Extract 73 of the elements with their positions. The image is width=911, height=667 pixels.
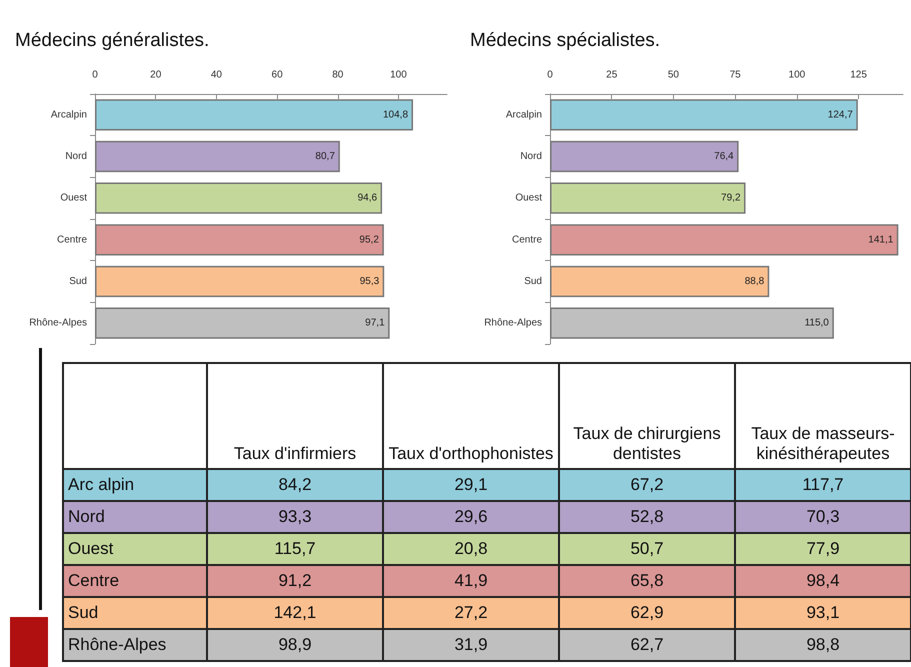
bar (550, 182, 746, 214)
text: 52,8 (630, 507, 664, 526)
y-tick-label: Centre (56, 234, 88, 246)
text: 27,2 (454, 603, 488, 622)
y-tick-label: Rhône-Alpes (29, 318, 87, 329)
x-tick-label: 20 (150, 70, 162, 80)
text: 84,2 (278, 475, 312, 494)
data-label: 97,1 (365, 318, 386, 329)
data-label: 79,2 (721, 192, 741, 204)
x-tick-label: 80 (332, 70, 344, 80)
text: 31,9 (454, 635, 488, 654)
text: 117,7 (802, 475, 844, 494)
y-tick-label: Centre (512, 234, 542, 246)
text: 93,1 (806, 603, 840, 622)
x-tick-label: 125 (850, 70, 868, 80)
x-tick-label: 50 (668, 70, 680, 80)
text: 29,1 (454, 475, 488, 494)
data-label: 104,8 (382, 109, 408, 120)
y-tick-label: Sud (524, 276, 542, 287)
text: 50,7 (630, 539, 664, 558)
text: 62,9 (630, 603, 664, 622)
x-tick-label: 75 (730, 70, 742, 80)
text: 70,3 (806, 507, 840, 526)
text: 142,1 (274, 603, 316, 622)
chart-title: Médecins spécialistes. (470, 30, 660, 51)
bar (550, 99, 858, 130)
y-tick-label: Nord (65, 151, 87, 162)
text: 62,7 (630, 635, 664, 654)
text: 115,7 (274, 539, 316, 558)
x-tick-label: 100 (788, 70, 806, 80)
x-tick-label: 0 (547, 70, 554, 80)
category-label: Taux d'infirmiers (207, 363, 383, 469)
category-label: Taux d'orthophonistes (383, 363, 559, 469)
data-label: 76,4 (714, 151, 734, 162)
data-label: 115,0 (804, 318, 830, 329)
y-tick-label: Nord (520, 151, 542, 162)
data-label: 88,8 (744, 276, 765, 287)
y-tick-label: Sud (69, 276, 87, 287)
bar (550, 224, 898, 256)
y-tick-label: Arcalpin (506, 109, 542, 120)
x-tick-label: 40 (210, 70, 222, 80)
text: 98,4 (806, 571, 840, 590)
text: 93,3 (278, 507, 312, 526)
bar (550, 266, 770, 298)
x-tick-label: 0 (92, 70, 98, 80)
text: 77,9 (806, 539, 840, 558)
category-label: Arc alpin (68, 475, 134, 494)
data-label: 95,3 (360, 276, 380, 287)
y-tick-label: Ouest (60, 192, 88, 204)
category-label: Taux de masseurs-kinésithérapeutes (735, 363, 911, 469)
category-label: Taux de chirurgiens dentistes (559, 363, 735, 469)
text: 20,8 (454, 539, 488, 558)
x-tick-label: 100 (390, 70, 408, 80)
text: 67,2 (630, 475, 664, 494)
x-tick-label: 60 (272, 70, 284, 80)
y-tick-label: Ouest (515, 192, 542, 204)
data-label: 80,7 (315, 151, 336, 162)
text: 29,6 (454, 507, 488, 526)
data-label: 95,2 (359, 234, 380, 246)
text: 65,8 (630, 571, 664, 590)
text: 41,9 (454, 571, 488, 590)
text: 98,8 (806, 635, 840, 654)
y-tick-label: Arcalpin (50, 109, 87, 120)
x-tick-label: 25 (606, 70, 618, 80)
y-tick-label: Rhône-Alpes (484, 318, 542, 329)
bar (550, 140, 739, 172)
text: 91,2 (278, 571, 312, 590)
data-label: 124,7 (828, 109, 854, 120)
data-label: 94,6 (358, 192, 378, 204)
bar (550, 308, 834, 339)
text: 98,9 (278, 635, 312, 654)
data-label: 141,1 (868, 234, 894, 246)
chart-title: Médecins généralistes. (15, 30, 210, 51)
